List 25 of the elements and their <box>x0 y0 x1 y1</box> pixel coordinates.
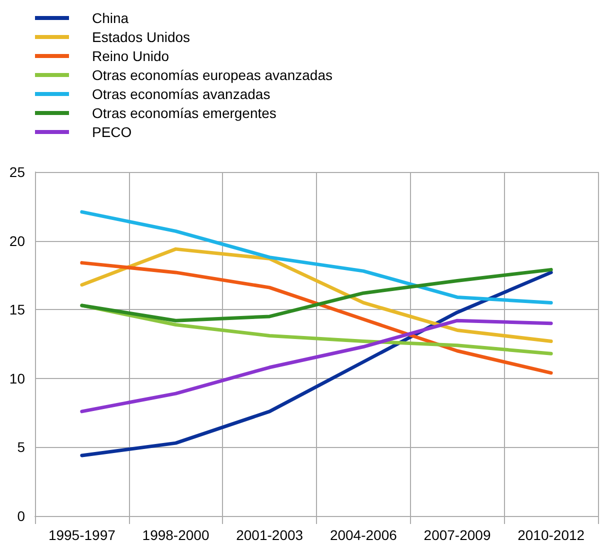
line-series <box>80 270 553 458</box>
line-series <box>80 247 553 343</box>
y-tick-label: 25 <box>9 164 26 180</box>
legend-label: Otras economías emergentes <box>92 105 276 121</box>
x-tick-label: 2004-2006 <box>330 527 398 543</box>
y-tick-label: 0 <box>17 508 26 524</box>
legend-label: Estados Unidos <box>92 29 190 45</box>
y-tick-label: 15 <box>9 302 26 318</box>
legend-label: PECO <box>92 124 132 140</box>
line-series <box>80 268 553 322</box>
x-tick-label: 2007-2009 <box>424 527 491 543</box>
legend-label: Otras economías avanzadas <box>92 86 270 102</box>
x-tick-label: 2010-2012 <box>518 527 585 543</box>
legend-label: Reino Unido <box>92 48 170 64</box>
x-tick-label: 1995-1997 <box>48 527 116 543</box>
legend-label: Otras economías europeas avanzadas <box>92 67 332 83</box>
x-tick-label: 1998-2000 <box>142 527 210 543</box>
y-tick-label: 5 <box>17 439 26 456</box>
line-series <box>80 261 553 375</box>
y-tick-label: 20 <box>9 232 26 249</box>
x-tick-label: 2001-2003 <box>236 527 304 543</box>
y-tick-label: 10 <box>9 370 26 386</box>
line-series <box>80 318 553 414</box>
line-series <box>80 210 553 304</box>
legend-label: China <box>92 10 129 26</box>
